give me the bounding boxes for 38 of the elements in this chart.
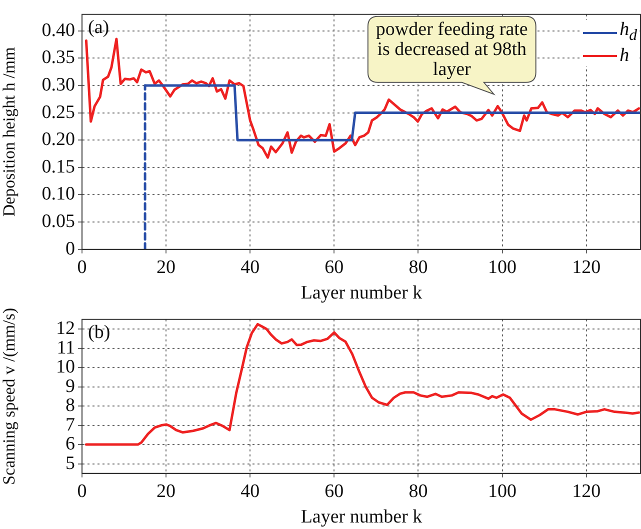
y-tick-label: 8 <box>66 395 75 416</box>
y-tick-label: 6 <box>66 434 75 455</box>
legend-label: h <box>620 45 630 66</box>
y-tick-label: 0 <box>66 238 75 260</box>
x-tick-label: 80 <box>408 480 428 502</box>
annotation: powder feeding rate is decreased at 98th layer <box>376 18 528 80</box>
legend-label: h$_{d}$ <box>620 19 637 46</box>
x-tick-label: 80 <box>408 256 428 278</box>
y-tick-label: 7 <box>66 414 75 436</box>
x-tick-label: 100 <box>488 256 517 278</box>
y-tick-label: 0.30 <box>42 74 75 96</box>
x-tick-label: 40 <box>240 480 260 502</box>
y-tick-label: 10 <box>56 356 75 378</box>
y-tick-label: 0.20 <box>42 129 75 150</box>
y-tick-label: 11 <box>56 337 75 358</box>
y-axis-title: Deposition height h /mm <box>0 47 19 217</box>
annotation: (b) <box>88 322 110 343</box>
x-tick-label: 120 <box>572 480 601 502</box>
y-tick-label: 0.40 <box>42 20 75 41</box>
y-tick-label: 5 <box>66 452 75 474</box>
x-tick-label: 60 <box>324 256 344 278</box>
annotation: (a) <box>88 16 110 38</box>
x-tick-label: 60 <box>324 480 344 502</box>
x-axis-title: Layer number k <box>300 506 423 528</box>
x-tick-label: 40 <box>240 256 260 278</box>
x-axis-title: Layer number k <box>300 282 423 304</box>
x-tick-label: 120 <box>572 256 601 278</box>
y-tick-label: 0.15 <box>42 156 75 178</box>
x-tick-label: 20 <box>156 480 176 502</box>
y-tick-label: 0.25 <box>42 102 75 123</box>
y-tick-label: 9 <box>66 376 75 397</box>
y-tick-label: 12 <box>56 318 75 340</box>
y-tick-label: 0.05 <box>42 211 75 232</box>
y-tick-label: 0.10 <box>42 184 75 205</box>
x-tick-label: 100 <box>488 480 517 502</box>
x-tick-label: 20 <box>156 256 176 278</box>
y-tick-label: 0.35 <box>42 47 75 68</box>
y-axis-title: Scanning speed v /(mm/s) <box>0 308 19 485</box>
